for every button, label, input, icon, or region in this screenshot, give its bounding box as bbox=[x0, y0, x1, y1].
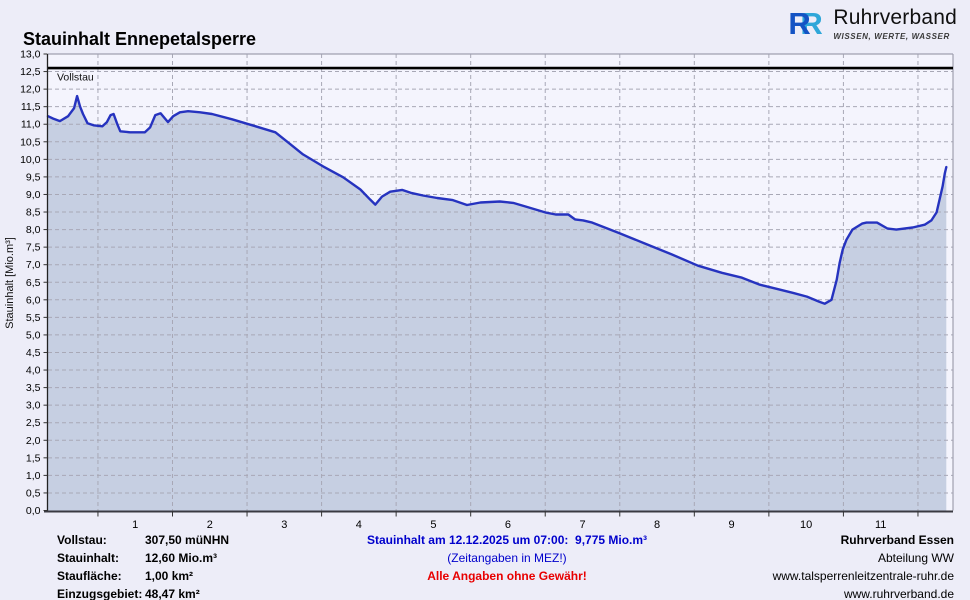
svg-text:0,0: 0,0 bbox=[26, 505, 41, 517]
logo-r-teal: R bbox=[800, 6, 823, 41]
svg-text:6,5: 6,5 bbox=[26, 277, 41, 289]
svg-text:10,0: 10,0 bbox=[20, 154, 41, 166]
org-url-ruhrverband[interactable]: www.ruhrverband.de bbox=[843, 587, 954, 600]
svg-text:12,0: 12,0 bbox=[20, 84, 41, 96]
svg-text:4,5: 4,5 bbox=[26, 347, 41, 359]
series-area bbox=[48, 96, 947, 511]
svg-text:3: 3 bbox=[281, 519, 287, 531]
svg-text:4: 4 bbox=[356, 519, 362, 531]
svg-text:10: 10 bbox=[800, 519, 812, 531]
svg-text:1,5: 1,5 bbox=[26, 452, 41, 464]
logo-r-dark: R bbox=[788, 6, 811, 41]
svg-text:1: 1 bbox=[132, 519, 138, 531]
current-value-block: Stauinhalt am 12.12.2025 um 07:00: 9,775… bbox=[320, 531, 694, 585]
svg-text:13,0: 13,0 bbox=[20, 49, 41, 61]
svg-text:8: 8 bbox=[654, 519, 660, 531]
svg-text:2: 2 bbox=[207, 519, 213, 531]
svg-text:11,5: 11,5 bbox=[21, 101, 41, 113]
disclaimer: Alle Angaben ohne Gewähr! bbox=[427, 569, 587, 583]
svg-text:5,5: 5,5 bbox=[26, 312, 41, 324]
svg-text:9: 9 bbox=[729, 519, 735, 531]
x-axis-labels: 1 2 3 4 5 6 7 8 9 10 11 bbox=[132, 519, 886, 531]
organisation-block: Ruhrverband Essen Abteilung WW www.talsp… bbox=[773, 531, 954, 600]
svg-text:10,5: 10,5 bbox=[20, 136, 41, 148]
ruhrverband-logo: R R Ruhrverband WISSEN, WERTE, WASSER bbox=[788, 6, 957, 42]
svg-text:8,5: 8,5 bbox=[26, 207, 41, 219]
series-line bbox=[46, 94, 948, 305]
svg-text:9,5: 9,5 bbox=[26, 171, 41, 183]
logo-tagline: WISSEN, WERTE, WASSER bbox=[833, 32, 950, 41]
logo-text: Ruhrverband WISSEN, WERTE, WASSER bbox=[833, 6, 957, 41]
svg-text:6,0: 6,0 bbox=[26, 294, 41, 306]
svg-text:5: 5 bbox=[430, 519, 436, 531]
svg-text:3,5: 3,5 bbox=[26, 382, 41, 394]
y-axis-labels: 0,0 0,5 1,0 1,5 2,0 2,5 3,0 3,5 4,0 4,5 5,0 5,5 6,0 6… bbox=[20, 49, 41, 518]
org-url-leitzentrale[interactable]: www.talsperrenleitzentrale-ruhr.de bbox=[772, 569, 954, 583]
fact-row: Einzugsgebiet: 48,47 km² bbox=[57, 587, 200, 600]
svg-text:11: 11 bbox=[875, 519, 886, 531]
svg-text:11,0: 11,0 bbox=[21, 119, 41, 131]
gridlines bbox=[48, 54, 953, 511]
chart-title: Stauinhalt Ennepetalsperre bbox=[23, 29, 257, 49]
current-value-line: Stauinhalt am 12.12.2025 um 07:00: 9,775… bbox=[366, 533, 648, 547]
timezone-note: (Zeitangaben in MEZ!) bbox=[447, 551, 567, 565]
svg-text:9,0: 9,0 bbox=[26, 189, 41, 201]
svg-text:7: 7 bbox=[579, 519, 585, 531]
svg-text:7,5: 7,5 bbox=[26, 242, 41, 254]
ruhrverband-logo-icon: R R bbox=[788, 6, 826, 42]
svg-text:12,5: 12,5 bbox=[20, 66, 41, 78]
svg-text:5,0: 5,0 bbox=[26, 329, 41, 341]
vollstau-label: Vollstau bbox=[57, 72, 94, 84]
svg-text:3,0: 3,0 bbox=[26, 400, 41, 412]
fact-row: Staufläche: 1,00 km² bbox=[57, 569, 194, 583]
org-department: Abteilung WW bbox=[877, 551, 954, 565]
svg-text:0,5: 0,5 bbox=[26, 487, 41, 499]
svg-text:6: 6 bbox=[505, 519, 511, 531]
fact-row: Vollstau: 307,50 müNHN bbox=[57, 533, 230, 547]
logo-name: Ruhrverband bbox=[833, 6, 957, 29]
svg-text:1,0: 1,0 bbox=[26, 470, 41, 482]
svg-text:2,0: 2,0 bbox=[26, 435, 41, 447]
tick-marks bbox=[43, 53, 919, 517]
reservoir-facts: Vollstau: 307,50 müNHN Stauinhalt: 12,60 M… bbox=[57, 531, 229, 600]
svg-text:2,5: 2,5 bbox=[26, 417, 41, 429]
fact-row: Stauinhalt: 12,60 Mio.m³ bbox=[57, 551, 218, 565]
svg-text:4,0: 4,0 bbox=[26, 365, 41, 377]
svg-text:8,0: 8,0 bbox=[26, 224, 41, 236]
svg-text:7,0: 7,0 bbox=[26, 259, 41, 271]
org-name: Ruhrverband Essen bbox=[840, 533, 954, 547]
